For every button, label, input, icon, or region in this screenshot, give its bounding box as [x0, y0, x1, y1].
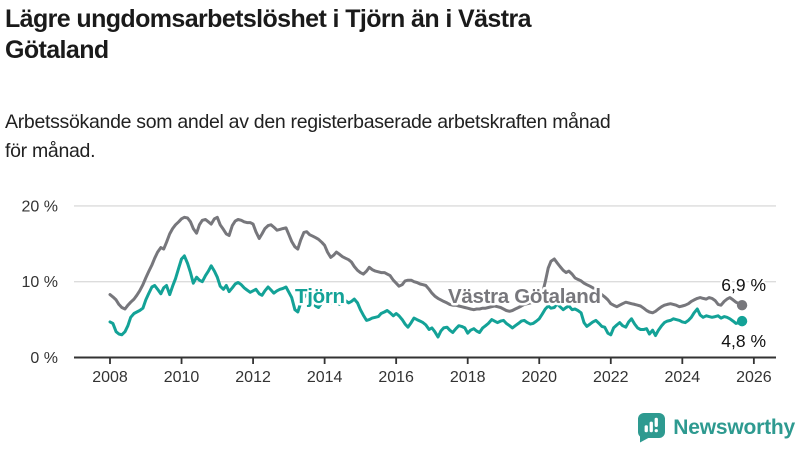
series-end-dot-0 [736, 299, 748, 311]
series-line-1 [108, 254, 744, 339]
series-line-0 [108, 215, 744, 315]
chart-subtitle-line-2: för månad. [5, 140, 96, 162]
x-axis-tick-label: 2016 [378, 369, 414, 386]
x-axis-tick-label: 2022 [593, 369, 629, 386]
x-axis-tick-label: 2008 [92, 369, 128, 386]
newsworthy-speech-bubble-bars-icon [638, 413, 666, 443]
series-end-dot-1 [736, 315, 748, 327]
x-axis-tick-label: 2012 [235, 369, 271, 386]
y-axis-tick-label: 0 % [30, 350, 58, 367]
newsworthy-wordmark: Newsworthy [673, 415, 795, 439]
x-axis-tick-label: 2014 [307, 369, 343, 386]
series-end-value-label-1: 4,8 % [721, 331, 766, 351]
page-title: Lägre ungdomsarbetslöshet i Tjörn än i V… [5, 4, 532, 66]
page-title-line-1: Lägre ungdomsarbetslöshet i Tjörn än i V… [5, 5, 532, 33]
series-label-1: Tjörn [295, 285, 345, 308]
chart-subtitle: Arbetssökande som andel av den registerb… [5, 108, 611, 166]
x-axis-tick-label: 2010 [164, 369, 200, 386]
y-axis-tick-label: 10 % [22, 274, 58, 291]
page-title-line-2: Götaland [5, 36, 109, 64]
series-label-0: Västra Götaland [448, 285, 601, 308]
x-axis-tick-label: 2020 [521, 369, 557, 386]
y-axis-tick-label: 20 % [22, 198, 58, 215]
series-end-value-label-0: 6,9 % [721, 275, 766, 295]
x-axis-tick-label: 2024 [665, 369, 701, 386]
chart-subtitle-line-1: Arbetssökande som andel av den registerb… [5, 111, 611, 133]
x-axis-tick-label: 2018 [450, 369, 486, 386]
x-axis-tick-label: 2026 [736, 369, 772, 386]
newsworthy-logo[interactable]: Newsworthy [637, 412, 795, 443]
